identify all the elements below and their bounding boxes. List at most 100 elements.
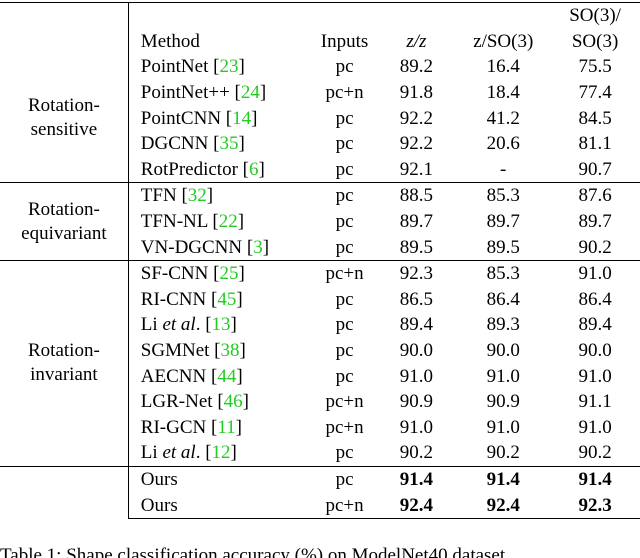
inputs-cell: pc	[335, 107, 354, 129]
accuracy-cell: 92.3	[550, 492, 640, 519]
inputs-cell: pc	[312, 182, 377, 209]
method-name: RotPredictor	[140, 158, 238, 180]
accuracy-cell: 90.0	[486, 340, 520, 362]
method-name: LGR-Net	[140, 391, 213, 413]
group-label: Rotation-invariant	[0, 259, 129, 467]
table-row: RotPredictor [6] pc 92.1 - 90.7	[0, 157, 640, 183]
citation: [44]	[211, 365, 243, 387]
inputs-cell: pc	[335, 158, 354, 180]
method-cell: RI-CNN [45]	[128, 287, 312, 313]
accuracy-cell: 92.2	[399, 133, 434, 155]
table-row: Rotation-sensitive PointNet [23] pc 89.2 16.…	[0, 54, 640, 183]
table-row: RI-GCN [11] pc+n 91.0 91.0 91.0	[0, 415, 640, 441]
accuracy-cell: 75.5	[578, 56, 612, 78]
accuracy-cell: 90.0	[578, 340, 612, 362]
accuracy-cell: 84.5	[578, 107, 612, 129]
citation: . [12]	[195, 442, 237, 464]
method-cell: SF-CNN [25]	[128, 259, 313, 287]
accuracy-cell: 91.0	[486, 365, 520, 387]
accuracy-cell: 91.0	[578, 365, 612, 387]
method-cell: AECNN [44]	[128, 363, 312, 389]
header-cell: SO(3)/	[550, 1, 640, 29]
accuracy-cell: 81.1	[578, 133, 612, 155]
table-row: VN-DGCNN [3] pc 89.5 89.5 90.2	[0, 234, 640, 260]
citation: [38]	[214, 340, 246, 362]
citation: [24]	[234, 82, 267, 104]
table-row: PointNet++ [24] pc+n 91.8 18.4 77.4	[0, 80, 640, 106]
group-label-line: Rotation-	[28, 340, 100, 362]
header-cell: SO(3)	[571, 30, 619, 52]
accuracy-cell: 92.1	[399, 158, 434, 180]
method-cell: PointCNN [14]	[128, 105, 312, 131]
accuracy-cell: 92.4	[376, 492, 457, 519]
method-name: VN-DGCNN	[140, 236, 243, 258]
accuracy-cell: 16.4	[486, 56, 520, 78]
inputs-cell: pc+n	[325, 416, 364, 438]
accuracy-cell: 92.3	[376, 259, 457, 287]
table-row: Ours pc 91.4 91.4 91.4	[0, 465, 640, 519]
table-row: Ours pc+n 92.4 92.4 92.3	[0, 492, 640, 519]
group-label-line: Rotation-	[28, 95, 100, 117]
accuracy-cell: 86.4	[486, 288, 520, 310]
accuracy-cell: 89.7	[399, 211, 434, 233]
accuracy-cell: 88.5	[376, 182, 457, 209]
table-body: Rotation-sensitive PointNet [23] pc 89.2 16.…	[0, 54, 640, 519]
accuracy-cell: 92.2	[399, 107, 434, 129]
inputs-cell: pc	[335, 236, 354, 258]
citation: [25]	[213, 263, 245, 285]
accuracy-cell: 90.7	[578, 158, 612, 180]
accuracy-cell: 90.2	[578, 236, 612, 258]
method-name: PointNet++	[140, 82, 230, 104]
accuracy-cell: 90.2	[578, 442, 612, 464]
method-name: DGCNN	[140, 133, 209, 155]
accuracy-cell: 89.7	[486, 211, 520, 233]
method-cell: LGR-Net [46]	[128, 389, 312, 415]
method-name: Li	[140, 442, 158, 464]
inputs-cell: pc	[335, 288, 354, 310]
accuracy-cell: 77.4	[578, 82, 612, 104]
header-cell: z/z	[406, 30, 427, 52]
accuracy-cell: 89.5	[486, 236, 520, 258]
accuracy-cell: 91.0	[578, 416, 612, 438]
accuracy-cell: 89.2	[399, 56, 434, 78]
inputs-cell: pc	[335, 442, 354, 464]
method-cell: PointNet [23]	[128, 54, 312, 80]
method-name: AECNN	[140, 365, 207, 387]
accuracy-cell: 91.0	[399, 416, 434, 438]
group-label	[0, 465, 129, 519]
inputs-cell: pc	[335, 211, 354, 233]
accuracy-cell: 91.8	[399, 82, 434, 104]
method-name: RI-CNN	[140, 288, 207, 310]
header-cell: Method	[140, 30, 200, 52]
accuracy-cell: 90.9	[399, 391, 434, 413]
method-name: SGMNet	[140, 340, 210, 362]
accuracy-cell: 92.4	[456, 492, 551, 519]
accuracy-cell: 91.4	[550, 465, 640, 493]
citation: [32]	[181, 185, 214, 207]
table-row: TFN-NL [22] pc 89.7 89.7 89.7	[0, 209, 640, 235]
inputs-cell: pc+n	[325, 82, 364, 104]
method-emphasis: et al	[162, 442, 196, 464]
method-cell: DGCNN [35]	[128, 131, 312, 157]
citation: [35]	[213, 133, 245, 155]
accuracy-cell: 89.4	[399, 314, 434, 336]
method-name: PointNet	[140, 56, 209, 78]
accuracy-cell: 90.2	[486, 442, 520, 464]
inputs-cell: pc	[335, 340, 354, 362]
method-cell: RotPredictor [6]	[128, 157, 312, 183]
method-cell: Ours	[128, 465, 313, 493]
method-name: TFN-NL	[140, 211, 208, 233]
accuracy-cell: 86.4	[578, 288, 612, 310]
method-name: Li	[140, 314, 158, 336]
accuracy-cell: 91.4	[456, 465, 551, 493]
group-label-line: Rotation-	[28, 198, 100, 220]
inputs-cell: pc+n	[325, 391, 364, 413]
citation: [14]	[225, 107, 258, 129]
accuracy-cell: -	[500, 158, 507, 180]
group-label: Rotation-equivariant	[0, 182, 129, 261]
method-name: RI-GCN	[140, 416, 207, 438]
accuracy-cell: 90.0	[399, 340, 434, 362]
inputs-cell: pc	[335, 314, 354, 336]
method-name: PointCNN	[140, 107, 222, 129]
